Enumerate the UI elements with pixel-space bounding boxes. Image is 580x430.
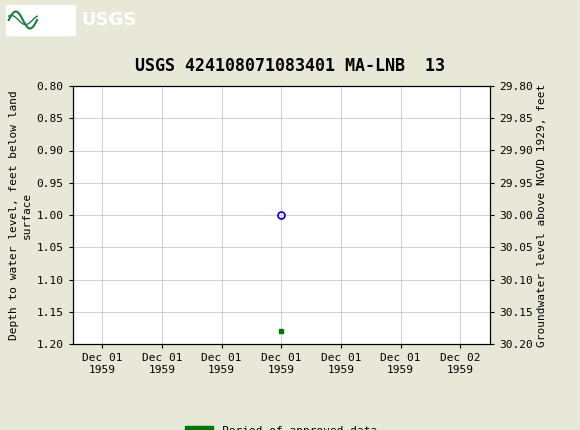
Text: USGS: USGS [81, 11, 136, 29]
Y-axis label: Depth to water level, feet below land
surface: Depth to water level, feet below land su… [9, 90, 32, 340]
Text: USGS 424108071083401 MA-LNB  13: USGS 424108071083401 MA-LNB 13 [135, 57, 445, 75]
Legend: Period of approved data: Period of approved data [186, 426, 377, 430]
Y-axis label: Groundwater level above NGVD 1929, feet: Groundwater level above NGVD 1929, feet [537, 83, 547, 347]
Bar [6, 5, 75, 35]
